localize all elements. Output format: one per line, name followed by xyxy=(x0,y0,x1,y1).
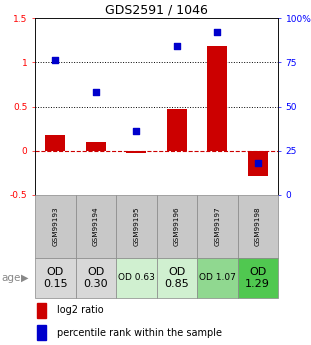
Text: OD
0.15: OD 0.15 xyxy=(43,267,67,289)
Text: percentile rank within the sample: percentile rank within the sample xyxy=(57,328,222,338)
Text: GSM99195: GSM99195 xyxy=(133,207,139,246)
Bar xyxy=(156,258,197,298)
Text: GSM99194: GSM99194 xyxy=(93,207,99,246)
Bar xyxy=(207,46,227,151)
Text: age: age xyxy=(2,273,21,283)
Bar xyxy=(76,195,116,258)
Text: OD
1.29: OD 1.29 xyxy=(245,267,270,289)
Bar xyxy=(116,195,156,258)
Bar xyxy=(238,195,278,258)
Bar xyxy=(197,258,238,298)
Bar xyxy=(197,195,238,258)
Point xyxy=(93,90,98,95)
Text: log2 ratio: log2 ratio xyxy=(57,305,104,315)
Text: ▶: ▶ xyxy=(21,273,29,283)
Bar xyxy=(116,258,156,298)
Point xyxy=(53,58,58,63)
Bar xyxy=(156,195,197,258)
Bar xyxy=(238,258,278,298)
Text: GSM99193: GSM99193 xyxy=(52,207,58,246)
Bar xyxy=(35,195,76,258)
Text: OD
0.85: OD 0.85 xyxy=(165,267,189,289)
Bar xyxy=(37,325,46,340)
Title: GDS2591 / 1046: GDS2591 / 1046 xyxy=(105,4,208,17)
Text: OD 0.63: OD 0.63 xyxy=(118,274,155,283)
Bar xyxy=(248,151,268,176)
Bar xyxy=(167,109,187,151)
Text: OD 1.07: OD 1.07 xyxy=(199,274,236,283)
Text: GSM99198: GSM99198 xyxy=(255,207,261,246)
Point xyxy=(215,29,220,35)
Text: GSM99197: GSM99197 xyxy=(214,207,220,246)
Point xyxy=(255,160,260,166)
Text: OD
0.30: OD 0.30 xyxy=(83,267,108,289)
Bar xyxy=(126,151,146,152)
Bar xyxy=(86,142,106,151)
Bar xyxy=(76,258,116,298)
Text: GSM99196: GSM99196 xyxy=(174,207,180,246)
Point xyxy=(134,129,139,134)
Bar xyxy=(45,135,65,151)
Bar xyxy=(37,303,46,318)
Point xyxy=(174,43,179,49)
Bar xyxy=(35,258,76,298)
